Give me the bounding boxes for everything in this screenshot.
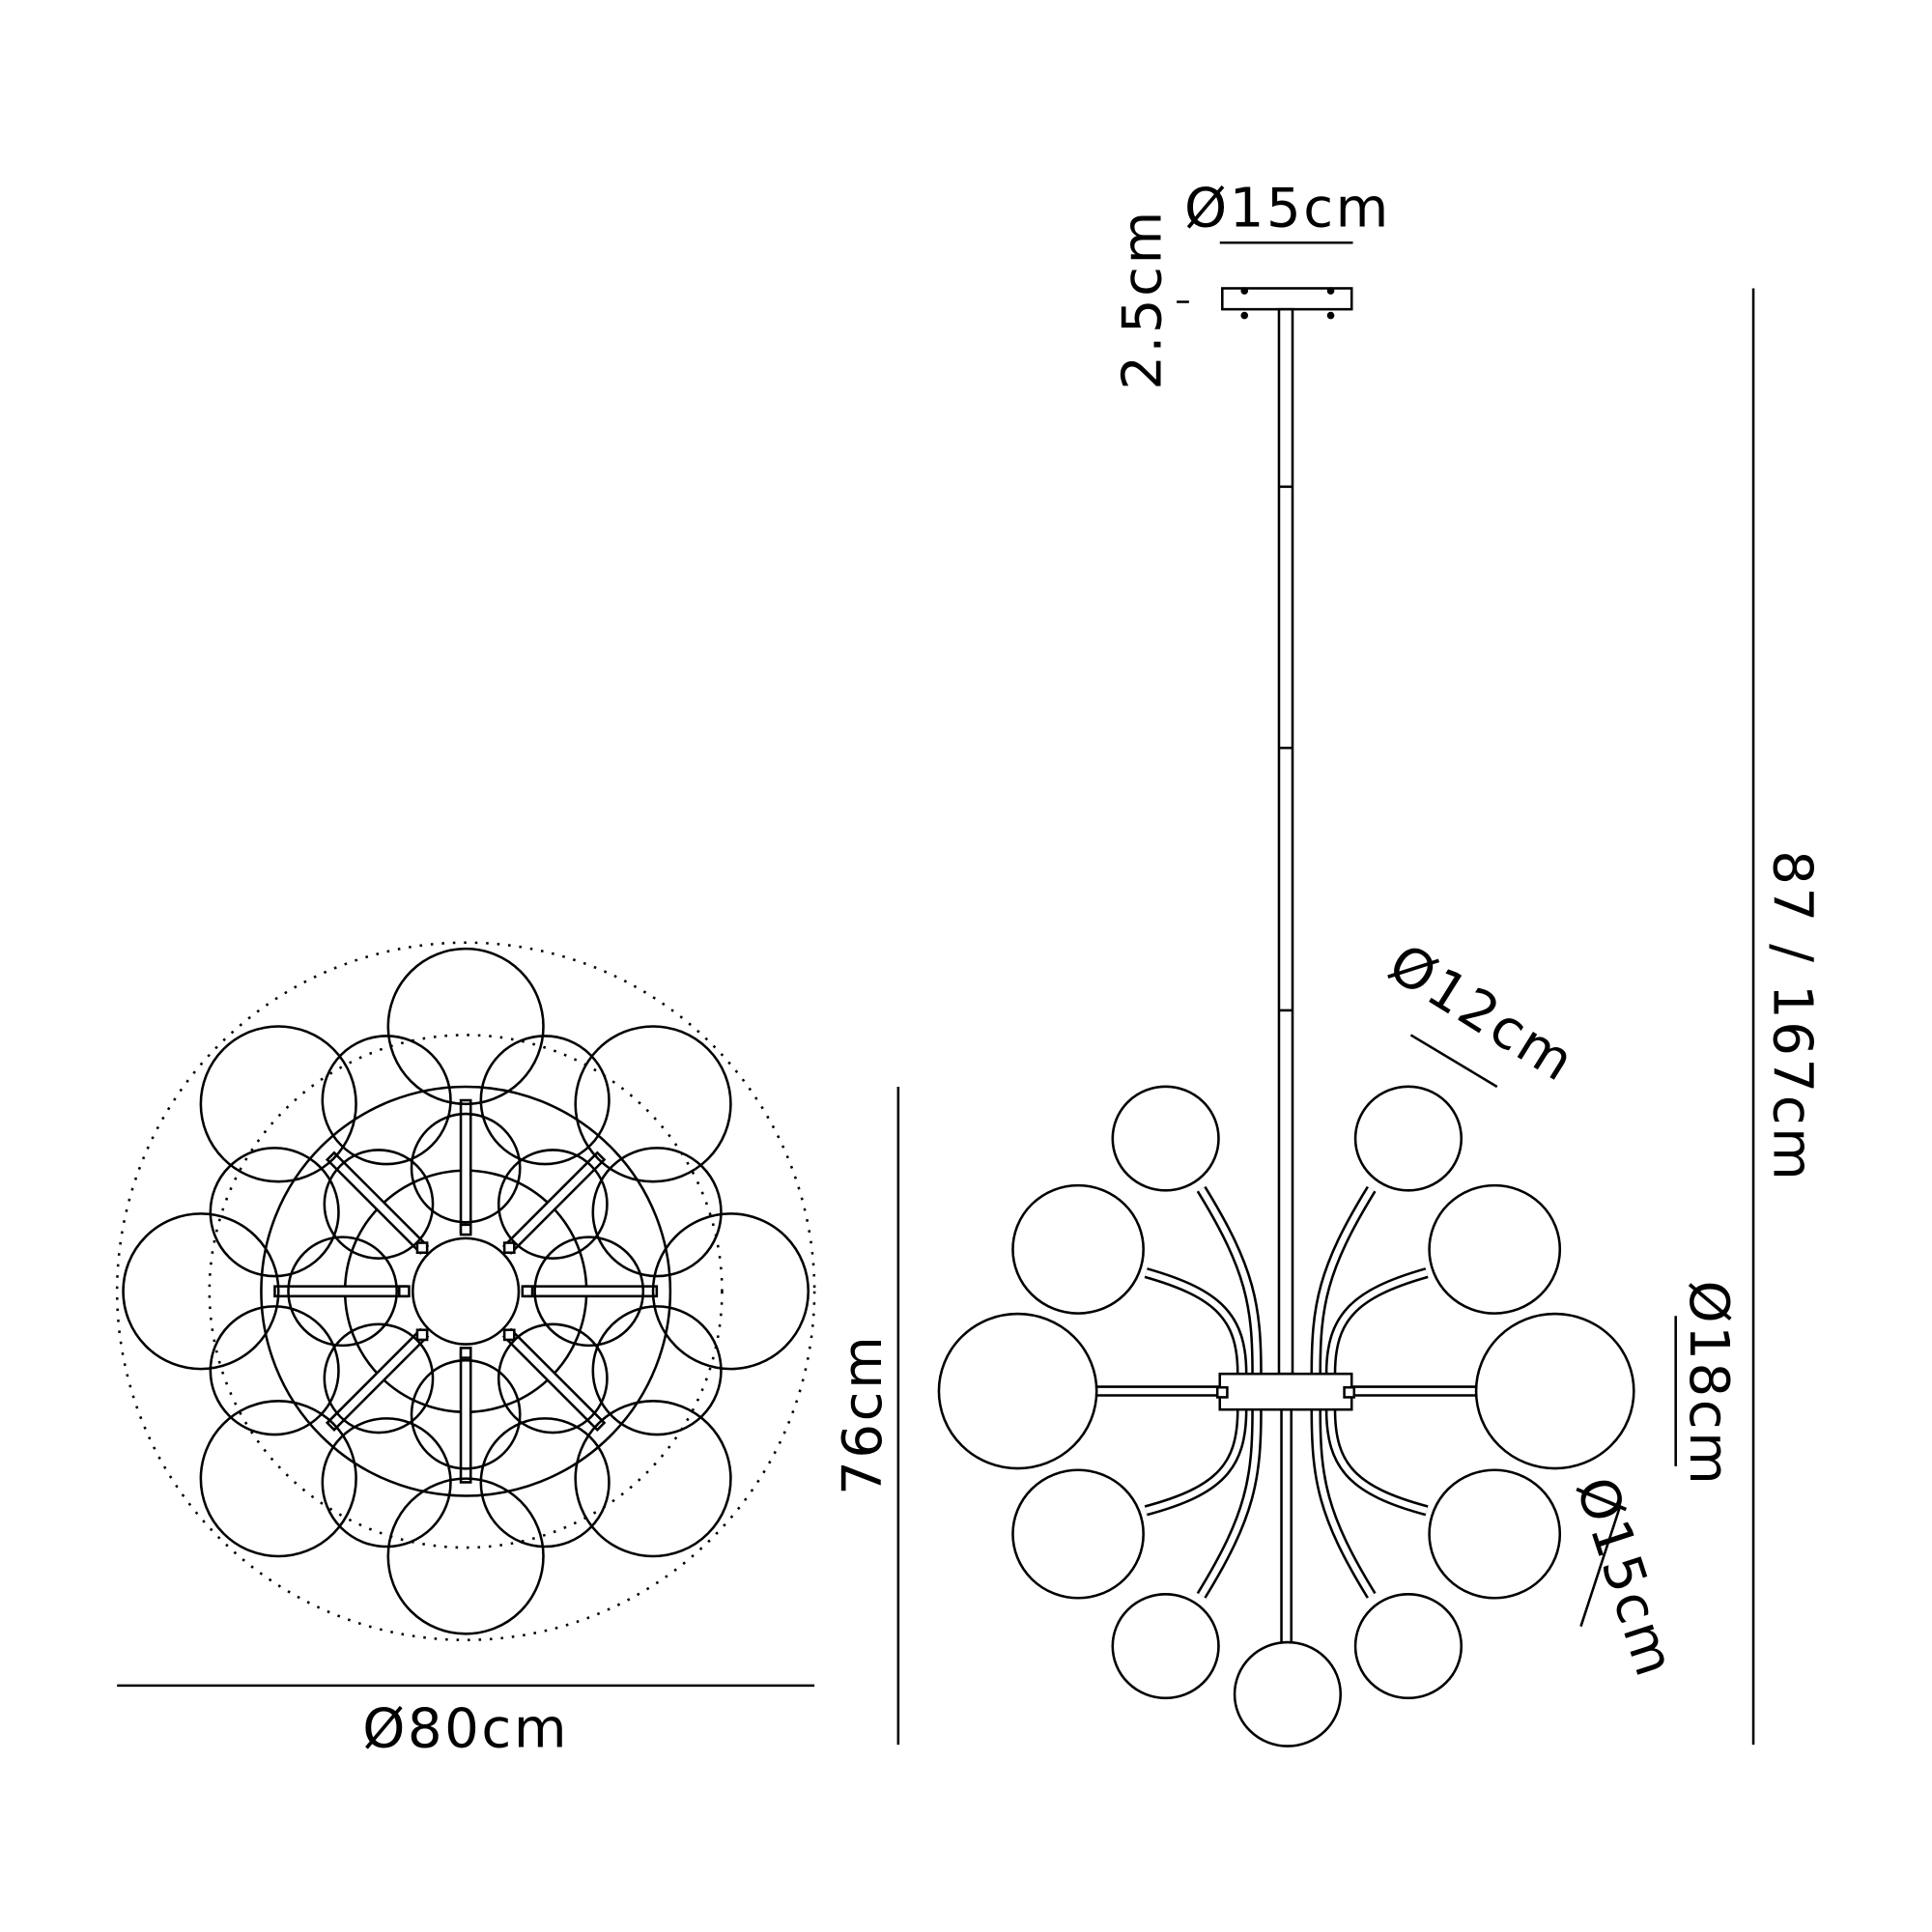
curved-arm-fill [1198,1187,1261,1375]
globe [479,1035,611,1166]
curved-arm-fill [1198,1409,1261,1598]
globe [410,1112,522,1224]
connector [1343,1385,1356,1399]
arm [524,1285,659,1298]
globe [937,1312,1098,1470]
arm-connector [415,1241,429,1255]
outer-dotted-circle [115,941,816,1641]
screw [1240,287,1249,295]
globe [323,1322,435,1435]
globe [533,1236,645,1348]
bottom-rod [1280,1407,1293,1645]
outer-ring [260,1085,672,1497]
arm-connector [415,1328,429,1342]
globe [1474,1312,1635,1470]
canopy-diameter-label: Ø15cm [1184,178,1391,241]
central-hub [412,1236,521,1346]
arm-connector [459,1347,472,1359]
globe [287,1236,398,1348]
globe [410,1358,522,1470]
globe [651,1212,810,1371]
medium-globe-label: Ø15cm [1563,1470,1687,1686]
globe [497,1322,609,1435]
globe [199,1025,357,1183]
globe [209,1147,340,1278]
globe [122,1212,280,1371]
screw [1326,311,1335,320]
dimension-annotations: Ø80cm 76cm 87 / 167cm Ø15cm 2.5cm Ø12cm … [117,178,1824,1761]
globe [323,1149,435,1260]
globe [479,1417,611,1548]
inner-dotted-circle [208,1034,724,1549]
arm-connector [397,1285,411,1298]
globe [1233,1640,1343,1747]
curved-arm-fill [1313,1409,1375,1598]
globe [1011,1183,1145,1315]
curved-arm-fill [1327,1269,1428,1375]
globe [209,1305,340,1436]
curved-arm-fill [1313,1187,1375,1375]
dimension-line-small-globe [1409,1034,1498,1089]
globe [1428,1468,1562,1600]
globe [1353,1593,1463,1700]
globe [199,1400,357,1558]
central-body [1218,1372,1353,1411]
arm [459,1349,472,1484]
globe [1011,1468,1145,1600]
suspension-rod [1277,307,1294,1376]
globe [591,1147,723,1278]
globe [1111,1593,1220,1700]
arm-connector [502,1328,516,1342]
curved-arm-fill [1327,1409,1428,1514]
globe [497,1149,609,1260]
arm-connector [521,1285,534,1298]
arm-connector [459,1223,472,1236]
side-view [937,287,1635,1747]
globe [1353,1085,1463,1192]
arm [273,1285,409,1298]
connector [1215,1385,1229,1399]
top-view [115,941,816,1641]
drop-label: 87 / 167cm [1761,850,1824,1182]
globe [1111,1085,1220,1192]
globe [574,1025,732,1183]
globe [321,1417,452,1548]
diameter-label: Ø80cm [362,1698,569,1761]
globe [321,1035,452,1166]
small-globe-label: Ø12cm [1378,932,1586,1094]
canopy-height-label: 2.5cm [1112,209,1175,390]
large-globe-label: Ø18cm [1677,1280,1740,1487]
curved-arm-fill [1145,1409,1245,1514]
globe [574,1400,732,1558]
dimension-line-medium-globe [1579,1505,1622,1628]
screw [1326,287,1335,295]
curved-arm-fill [1145,1269,1245,1375]
arm [459,1098,472,1234]
globe [386,947,545,1106]
globe [591,1305,723,1436]
height-label: 76cm [832,1334,895,1495]
arm-connector [502,1241,516,1255]
screw [1240,311,1249,320]
globe [386,1477,545,1635]
globe [1428,1183,1562,1315]
